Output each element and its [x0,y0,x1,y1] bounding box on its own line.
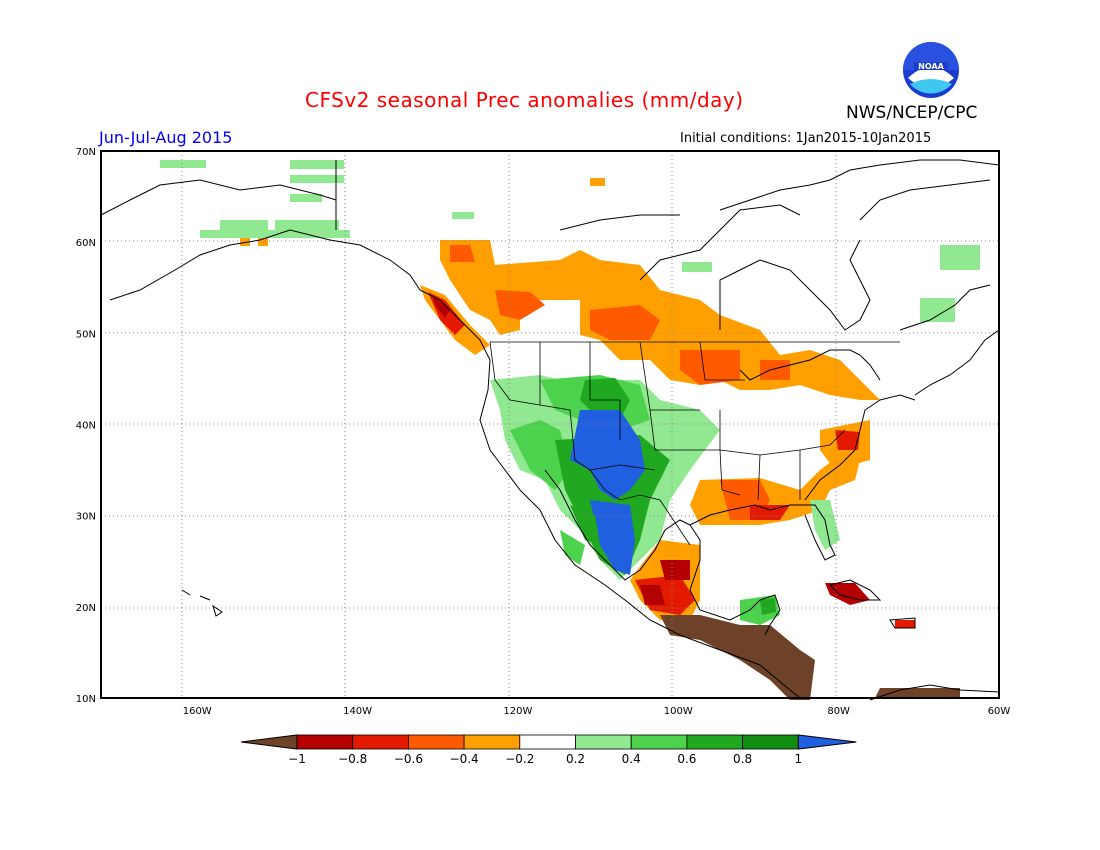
lat-label: 40N [76,421,96,432]
colorbar-label: 0.4 [622,752,641,766]
lon-label: 160W [183,706,212,717]
longitude-labels: 160W 140W 120W 100W 80W 60W [183,706,1011,717]
lat-label: 10N [76,694,96,705]
colorbar-label: −0.4 [450,752,479,766]
map-frame [100,150,1000,699]
colorbar-segment [742,734,799,750]
lat-label: 70N [76,147,96,158]
colorbar: −1 −0.8 −0.6 −0.4 −0.2 0.2 0.4 0.6 0.8 1 [240,734,857,766]
borders [489,341,900,546]
colorbar-segment [463,734,521,750]
lon-label: 80W [827,706,850,717]
colorbar-label: −0.8 [338,752,367,766]
colorbar-label: 0.8 [733,752,752,766]
lat-label: 50N [76,329,96,340]
season-label: Jun-Jul-Aug 2015 [99,128,233,147]
lon-label: 140W [343,706,372,717]
colorbar-label: 0.6 [677,752,696,766]
noaa-logo: NOAA [903,42,959,98]
graticule [101,151,999,698]
latitude-labels: 70N 60N 50N 40N 30N 20N 10N [76,147,96,705]
colorbar-segment [240,734,298,750]
colorbar-segment [797,734,857,750]
lat-label: 30N [76,512,96,523]
lon-label: 100W [664,706,693,717]
lat-label: 20N [76,603,96,614]
colorbar-segment [519,734,576,750]
colorbar-label: 0.2 [566,752,585,766]
lon-label: 60W [988,706,1011,717]
colorbar-segment [630,734,688,750]
agency-label: NWS/NCEP/CPC [846,103,978,123]
initial-conditions-label: Initial conditions: 1Jan2015-10Jan2015 [680,131,932,146]
colorbar-label: 1 [794,752,802,766]
svg-text:NOAA: NOAA [918,62,944,71]
colorbar-segment [686,734,744,750]
colorbar-label: −0.2 [505,752,534,766]
colorbar-segment [352,734,409,750]
colorbar-label: −0.6 [394,752,423,766]
colorbar-segment [575,734,632,750]
colorbar-label: −1 [288,752,306,766]
lon-label: 120W [503,706,532,717]
colorbar-segment [407,734,465,750]
map-title: CFSv2 seasonal Prec anomalies (mm/day) [305,88,744,112]
colorbar-segment [296,734,354,750]
lat-label: 60N [76,238,96,249]
coastlines [100,159,1000,701]
